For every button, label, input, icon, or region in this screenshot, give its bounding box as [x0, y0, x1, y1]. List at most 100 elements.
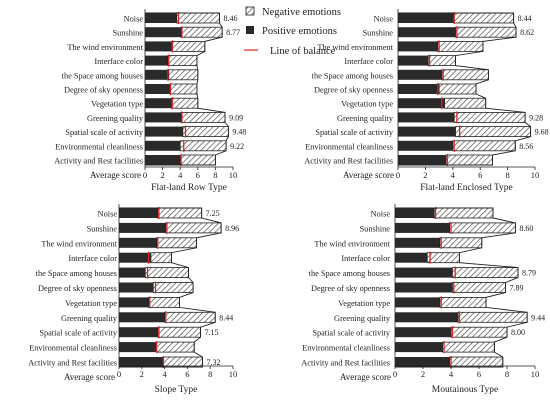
x-axis-label: Average score — [64, 372, 115, 382]
bar-negative — [180, 26, 223, 38]
panel-title: Flat-land Enclosed Type — [420, 183, 513, 193]
category-label: Environmental cleanliness — [305, 142, 393, 151]
bar-positive — [398, 155, 446, 165]
bar-negative — [156, 341, 195, 353]
value-label: 8.96 — [225, 224, 239, 233]
panel-title: Moutainous Type — [432, 385, 498, 395]
category-label: Spatial scale of activity — [315, 128, 393, 137]
bar-negative — [437, 41, 484, 52]
x-axis-label: Average score — [90, 170, 141, 180]
x-tick-label: 8 — [208, 369, 212, 379]
category-label: Sunshine — [363, 29, 394, 38]
x-tick-label: 6 — [185, 369, 189, 379]
bar-positive — [119, 297, 149, 308]
value-label: 7.25 — [206, 209, 220, 218]
bar-positive — [119, 282, 154, 293]
bar-negative — [452, 140, 516, 152]
value-label: 7.15 — [205, 328, 219, 337]
panel-title: Flat-land Row Type — [151, 183, 227, 193]
category-label: Greening quality — [337, 114, 394, 123]
bar-positive — [145, 55, 168, 66]
x-tick-label: 0 — [393, 369, 397, 379]
category-label: Greening quality — [61, 314, 118, 323]
x-tick-label: 4 — [162, 369, 167, 379]
category-label: Interface color — [344, 57, 393, 66]
bar-outline — [145, 12, 229, 166]
bar-negative — [180, 154, 216, 166]
category-label: Vegetation type — [338, 299, 390, 308]
bar-positive — [395, 282, 453, 293]
legend-positive-label: Positive emotions — [262, 26, 337, 37]
bar-negative — [176, 12, 220, 24]
x-tick-label: 10 — [531, 170, 540, 180]
bar-positive — [119, 267, 146, 278]
category-label: the Space among houses — [36, 269, 117, 278]
x-tick-label: 8 — [505, 170, 509, 180]
bar-positive — [145, 126, 183, 137]
bar-negative — [449, 222, 516, 234]
value-label: 9.22 — [230, 142, 244, 151]
category-label: the Space among houses — [62, 71, 143, 80]
category-label: Sunshine — [113, 29, 144, 38]
bar-positive — [145, 140, 181, 151]
bar-negative — [148, 296, 180, 308]
value-label: 8.00 — [511, 328, 525, 337]
bar-positive — [395, 342, 443, 353]
bar-negative — [182, 126, 229, 137]
legend-negative-swatch — [245, 6, 255, 16]
category-label: Vegetation type — [65, 299, 117, 308]
category-label: Interface color — [94, 57, 143, 66]
category-label: Sunshine — [360, 224, 391, 233]
x-tick-label: 0 — [396, 170, 400, 180]
panel-1: Noise 8.46 Sunshine 8.77 The wind environmen… — [54, 9, 246, 193]
category-label: Spatial scale of activity — [65, 128, 143, 137]
value-label: 8.44 — [219, 313, 233, 322]
x-tick-label: 2 — [421, 369, 425, 379]
category-label: the Space among houses — [309, 269, 390, 278]
bar-positive — [395, 297, 440, 308]
category-label: Greening quality — [87, 114, 144, 123]
category-label: Noise — [374, 15, 394, 24]
bar-negative — [441, 69, 489, 81]
bar-positive — [395, 222, 450, 233]
category-label: Noise — [124, 15, 144, 24]
x-tick-label: 6 — [477, 369, 481, 379]
bar-positive — [119, 357, 164, 367]
bar-positive — [145, 155, 182, 165]
value-label: 9.09 — [229, 113, 243, 122]
value-label: 8.79 — [522, 269, 536, 278]
category-label: Environmental cleanliness — [302, 344, 390, 353]
x-tick-label: 4 — [449, 369, 454, 379]
panel-title: Slope Type — [155, 385, 198, 395]
category-label: Vegetation type — [341, 100, 393, 109]
x-tick-label: 2 — [140, 369, 144, 379]
value-label: 8.62 — [520, 28, 534, 37]
x-tick-label: 8 — [213, 170, 217, 180]
category-label: Environmental cleanliness — [55, 142, 143, 151]
category-label: Activity and Rest facilities — [28, 359, 117, 368]
bar-positive — [395, 237, 440, 248]
value-label: 9.44 — [531, 313, 545, 322]
category-label: Interface color — [68, 254, 117, 263]
bar-negative — [453, 12, 515, 24]
value-label: 7.32 — [206, 358, 220, 367]
bar-negative — [450, 326, 508, 338]
category-label: The wind environment — [41, 239, 117, 248]
x-tick-label: 0 — [117, 369, 121, 379]
bar-positive — [398, 27, 456, 38]
bar-positive — [119, 237, 157, 248]
x-tick-label: 8 — [505, 369, 509, 379]
value-label: 9.28 — [529, 113, 543, 122]
bar-positive — [119, 342, 157, 353]
category-label: Degree of sky openness — [311, 284, 390, 293]
value-label: 9.68 — [535, 128, 549, 137]
bar-positive — [119, 222, 166, 233]
value-label: 8.77 — [226, 28, 240, 37]
value-label: 8.60 — [519, 224, 533, 233]
bar-negative — [171, 41, 206, 52]
bar-outline — [119, 207, 222, 368]
legend-balance-label: Line of balance — [270, 46, 336, 57]
bar-positive — [398, 69, 442, 80]
bar-positive — [145, 112, 182, 123]
x-tick-label: 4 — [178, 170, 183, 180]
